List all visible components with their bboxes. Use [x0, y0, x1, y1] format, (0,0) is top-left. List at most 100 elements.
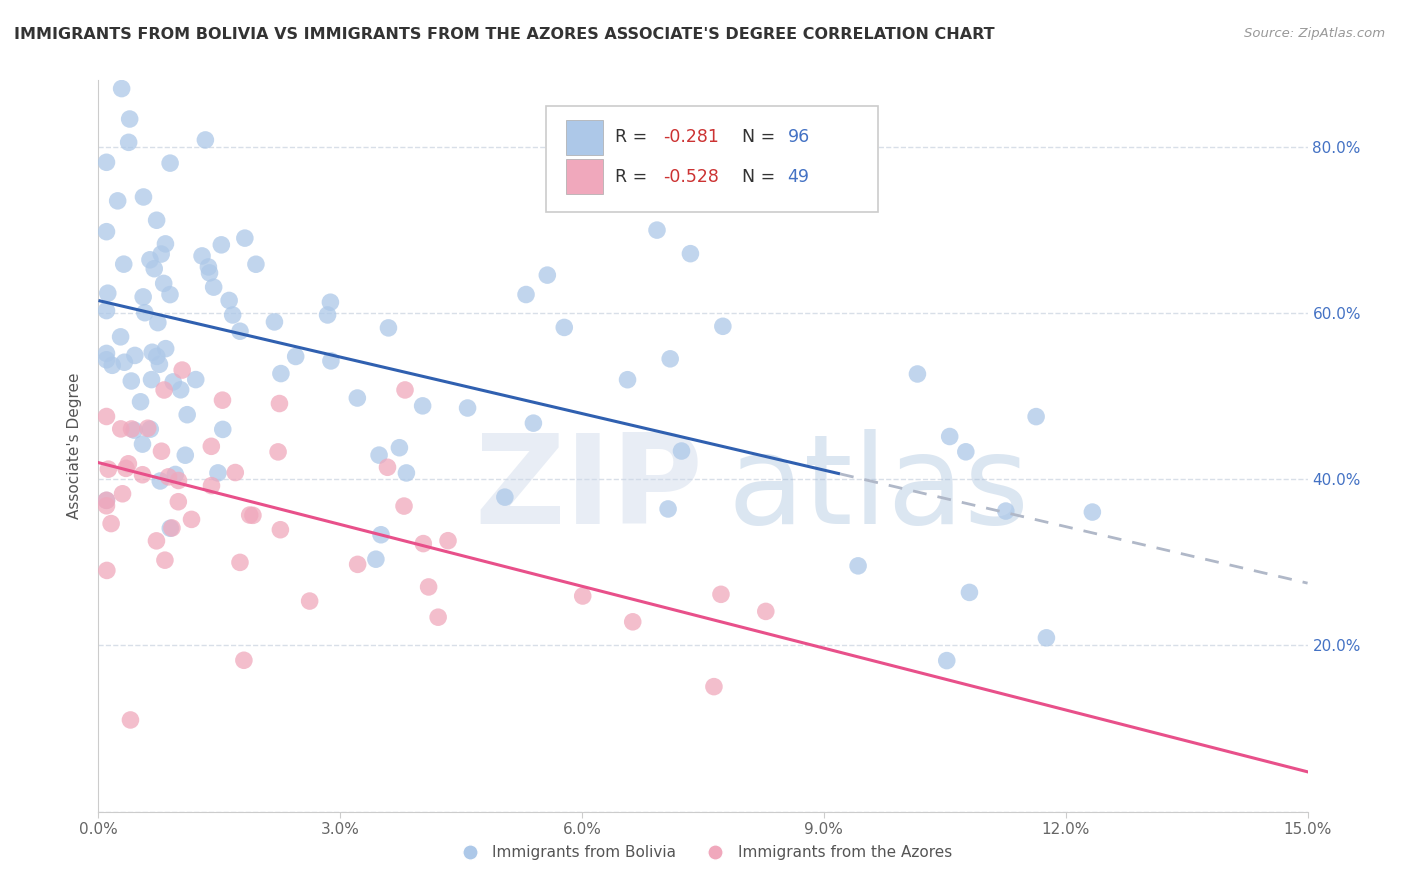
Point	[955, 445, 977, 459]
Point	[1035, 631, 1057, 645]
Text: 49: 49	[787, 168, 810, 186]
Point	[536, 268, 558, 282]
Point	[148, 357, 170, 371]
Point	[515, 287, 537, 301]
Point	[112, 355, 135, 369]
Point	[155, 342, 177, 356]
Point	[96, 352, 118, 367]
Point	[107, 194, 129, 208]
Point	[167, 474, 190, 488]
Point	[755, 604, 778, 618]
Point	[418, 580, 440, 594]
Point	[174, 448, 197, 462]
Point	[263, 315, 285, 329]
Point	[96, 499, 118, 513]
Point	[120, 374, 142, 388]
Point	[412, 536, 434, 550]
Point	[232, 653, 254, 667]
Point	[145, 533, 167, 548]
Point	[377, 321, 399, 335]
Point	[180, 512, 202, 526]
Point	[145, 213, 167, 227]
Point	[155, 236, 177, 251]
Point	[167, 494, 190, 508]
Point	[395, 466, 418, 480]
Point	[218, 293, 240, 308]
Point	[679, 246, 702, 260]
Point	[267, 445, 290, 459]
Point	[112, 257, 135, 271]
Bar	[567, 160, 603, 194]
Point	[131, 467, 153, 482]
Point	[229, 324, 252, 338]
Point	[284, 350, 307, 364]
Point	[553, 320, 575, 334]
Point	[319, 295, 342, 310]
Point	[494, 490, 516, 504]
Point	[710, 587, 733, 601]
Point	[616, 373, 638, 387]
Point	[96, 493, 118, 508]
Point	[141, 345, 163, 359]
Point	[110, 422, 132, 436]
Point	[457, 401, 479, 415]
Point	[153, 383, 176, 397]
Text: 96: 96	[787, 128, 810, 146]
Point	[671, 444, 693, 458]
Point	[172, 363, 194, 377]
Point	[111, 487, 134, 501]
Legend: Immigrants from Bolivia, Immigrants from the Azores: Immigrants from Bolivia, Immigrants from…	[449, 839, 957, 866]
Point	[141, 373, 163, 387]
Point	[124, 348, 146, 362]
Point	[132, 190, 155, 204]
Point	[132, 290, 155, 304]
Point	[145, 350, 167, 364]
Y-axis label: Associate's Degree: Associate's Degree	[67, 373, 83, 519]
Point	[907, 367, 929, 381]
Point	[118, 136, 141, 150]
Point	[994, 504, 1017, 518]
Point	[165, 467, 187, 482]
Point	[146, 316, 169, 330]
Point	[159, 156, 181, 170]
Point	[96, 225, 118, 239]
Point	[846, 558, 869, 573]
Point	[571, 589, 593, 603]
Point	[96, 409, 118, 424]
Point	[136, 421, 159, 435]
Point	[1081, 505, 1104, 519]
Point	[298, 594, 321, 608]
Point	[191, 249, 214, 263]
Point	[242, 508, 264, 523]
Point	[160, 521, 183, 535]
Point	[120, 713, 142, 727]
Point	[117, 457, 139, 471]
Point	[316, 308, 339, 322]
Point	[111, 81, 134, 95]
Point	[370, 527, 392, 541]
Bar	[567, 120, 603, 155]
Point	[129, 394, 152, 409]
Text: IMMIGRANTS FROM BOLIVIA VS IMMIGRANTS FROM THE AZORES ASSOCIATE'S DEGREE CORRELA: IMMIGRANTS FROM BOLIVIA VS IMMIGRANTS FR…	[14, 27, 994, 42]
Point	[221, 308, 243, 322]
Point	[239, 508, 262, 522]
Point	[368, 448, 391, 462]
Point	[1025, 409, 1047, 424]
Point	[245, 257, 267, 271]
Point	[96, 563, 118, 577]
Point	[101, 359, 124, 373]
Text: R =: R =	[614, 128, 652, 146]
Point	[427, 610, 450, 624]
Point	[200, 478, 222, 492]
Point	[703, 680, 725, 694]
Point	[522, 416, 544, 430]
Point	[211, 422, 233, 436]
Point	[233, 231, 256, 245]
Point	[96, 493, 118, 508]
Point	[269, 396, 291, 410]
Point	[115, 461, 138, 475]
Point	[150, 247, 173, 261]
Point	[153, 553, 176, 567]
Point	[364, 552, 387, 566]
Point	[437, 533, 460, 548]
